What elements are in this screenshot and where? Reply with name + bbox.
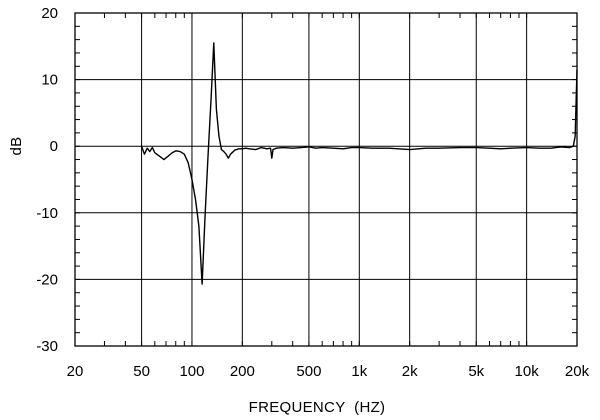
y-axis-title: dB [8, 137, 25, 156]
x-tick-label: 5k [468, 363, 484, 380]
x-tick-label: 50 [133, 363, 150, 380]
x-axis-title: FREQUENCY (HZ) [249, 399, 386, 416]
x-tick-labels: 20 50 100 200 500 1k 2k 5k 10k 20k [67, 363, 590, 380]
x-tick-label: 1k [351, 363, 367, 380]
y-tick-label: 0 [50, 138, 58, 155]
x-tick-label: 100 [179, 363, 204, 380]
plot-frame [74, 12, 578, 347]
minor-ticks [74, 12, 578, 347]
x-tick-label: 20k [565, 363, 590, 380]
x-tick-label: 20 [67, 363, 84, 380]
y-tick-labels: 20 10 0 -10 -20 -30 [36, 5, 58, 355]
x-tick-label: 10k [515, 363, 540, 380]
x-tick-label: 2k [402, 363, 418, 380]
series-group [140, 42, 578, 285]
y-tick-label: 10 [41, 72, 58, 89]
chart-grid [74, 12, 578, 347]
x-tick-label: 200 [230, 363, 255, 380]
y-tick-label: -20 [36, 271, 58, 288]
x-tick-label: 500 [296, 363, 321, 380]
y-tick-label: 20 [41, 5, 58, 22]
series-line [140, 42, 578, 285]
y-tick-label: -10 [36, 205, 58, 222]
y-tick-label: -30 [36, 338, 58, 355]
